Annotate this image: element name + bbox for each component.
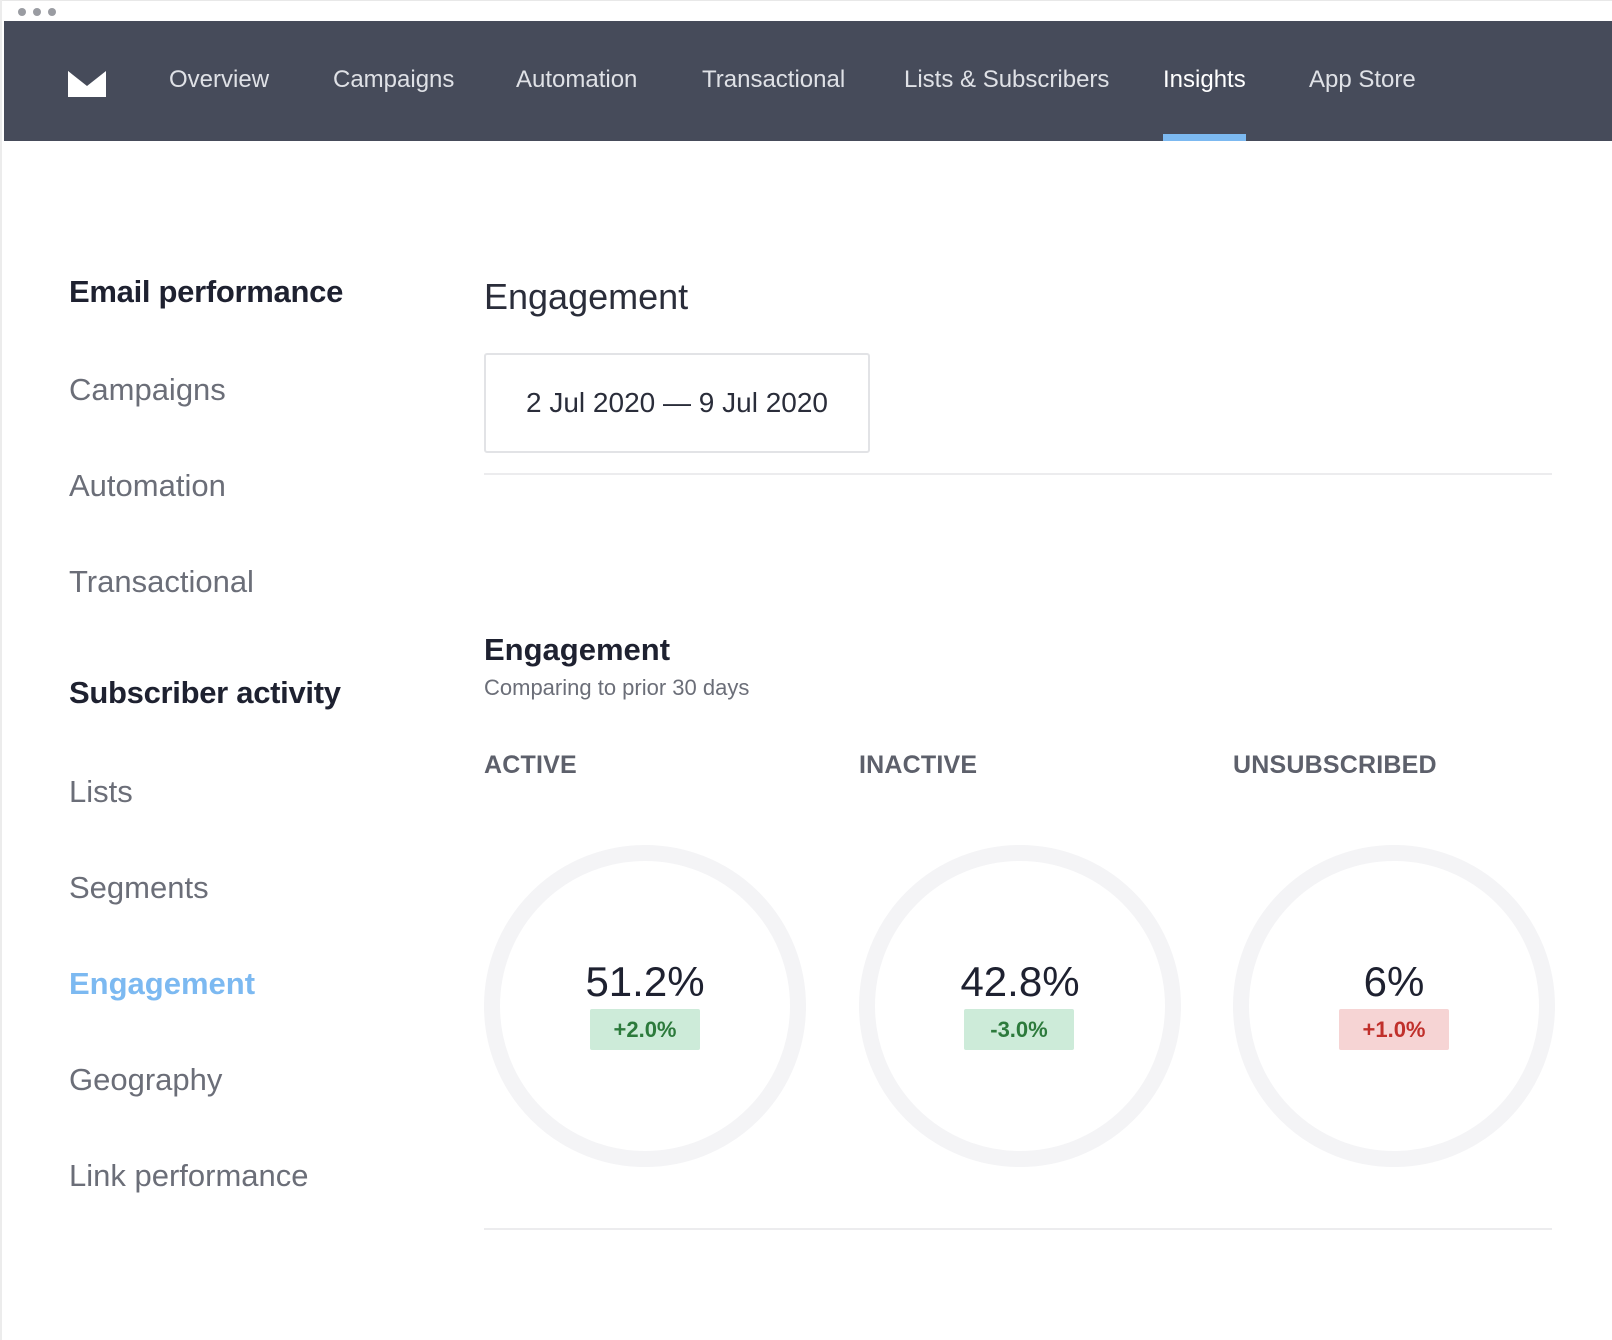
metric-ring-inactive [859, 845, 1181, 1167]
active-nav-underline [1163, 134, 1246, 141]
sidebar-link-engagement[interactable]: Engagement [69, 966, 256, 1001]
nav-item-app-store[interactable]: App Store [1309, 66, 1416, 93]
section-divider [484, 473, 1552, 475]
sidebar-link-automation[interactable]: Automation [69, 468, 226, 503]
window-dot-icon [18, 8, 26, 16]
metric-value-inactive: 42.8% [960, 958, 1080, 1005]
envelope-logo-icon[interactable] [68, 71, 106, 97]
nav-item-automation[interactable]: Automation [516, 66, 638, 93]
bottom-divider [484, 1228, 1552, 1230]
section-title: Engagement [484, 632, 671, 667]
sidebar-link-lists[interactable]: Lists [69, 774, 133, 809]
metric-ring-unsubscribed [1233, 845, 1555, 1167]
window-dot-icon [48, 8, 56, 16]
change-badge-active: +2.0% [590, 1009, 700, 1050]
change-badge-unsubscribed: +1.0% [1339, 1009, 1449, 1050]
window-dot-icon [33, 8, 41, 16]
sidebar-link-geography[interactable]: Geography [69, 1062, 223, 1097]
page-title: Engagement [484, 276, 689, 317]
sidebar-link-transactional[interactable]: Transactional [69, 564, 254, 599]
metric-ring-active [484, 845, 806, 1167]
nav-item-insights-label: Insights [1163, 66, 1246, 93]
nav-item-overview[interactable]: Overview [169, 66, 270, 93]
metric-value-active: 51.2% [585, 958, 705, 1005]
change-badge-inactive: -3.0% [964, 1009, 1074, 1050]
metric-label-inactive: INACTIVE [859, 751, 978, 779]
date-range-picker[interactable]: 2 Jul 2020 — 9 Jul 2020 [484, 353, 870, 453]
nav-item-campaigns[interactable]: Campaigns [333, 66, 455, 93]
sidebar-link-segments[interactable]: Segments [69, 870, 209, 905]
top-navigation: Overview Campaigns Automation Transactio… [4, 21, 1612, 141]
sidebar-heading-subscriber-activity: Subscriber activity [69, 675, 341, 710]
window-chrome [2, 0, 1612, 21]
section-subtitle: Comparing to prior 30 days [484, 675, 750, 700]
nav-item-transactional[interactable]: Transactional [702, 66, 846, 93]
metric-value-unsubscribed: 6% [1363, 958, 1425, 1005]
metric-label-unsubscribed: UNSUBSCRIBED [1233, 751, 1437, 779]
sidebar-heading-email-performance: Email performance [69, 274, 344, 309]
nav-item-insights[interactable]: Insights [1163, 21, 1246, 141]
sidebar-link-campaigns[interactable]: Campaigns [69, 372, 226, 407]
nav-item-lists-subscribers[interactable]: Lists & Subscribers [904, 66, 1110, 93]
sidebar-link-link-performance[interactable]: Link performance [69, 1158, 309, 1193]
metric-label-active: ACTIVE [484, 751, 577, 779]
